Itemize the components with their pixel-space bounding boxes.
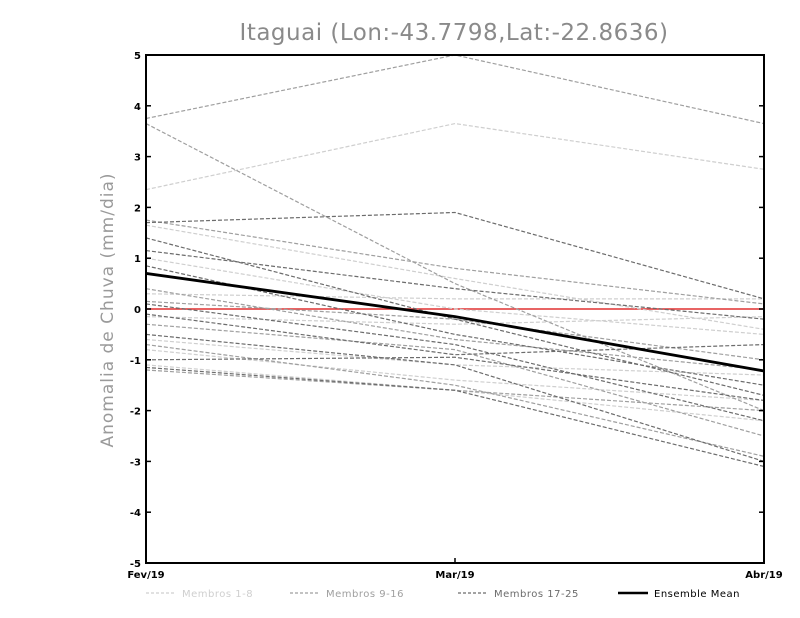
y-tick-label: 0 [134,305,141,316]
chart-title: Itaguai (Lon:-43.7798,Lat:-22.8636) [240,20,669,46]
y-axis-label: Anomalia de Chuva (mm/dia) [98,172,118,447]
member-line-17-25 [146,356,764,402]
member-line-9-16 [146,288,764,371]
legend: Membros 1-8 Membros 9-16 Membros 17-25 Ense… [146,589,740,600]
member-line-1-8 [146,257,764,335]
member-line-17-25 [146,237,764,396]
y-tick-label: 1 [134,254,141,265]
y-tick-label: 3 [134,153,141,164]
plot-area [146,55,764,468]
x-tick-label: Mar/19 [435,570,474,581]
member-line-9-16 [146,219,764,305]
member-line-17-25 [146,366,764,468]
member-line-17-25 [146,249,764,320]
member-line-9-16 [146,343,764,457]
member-line-1-8 [146,122,764,191]
y-tick-label: -4 [130,508,141,519]
legend-label: Membros 1-8 [182,589,253,600]
legend-item: Ensemble Mean [618,589,740,600]
member-line-1-8 [146,349,764,402]
y-tick-label: 2 [134,203,141,214]
y-tick-label: 4 [134,102,141,113]
legend-item: Membros 9-16 [290,589,404,600]
legend-label: Membros 9-16 [326,589,404,600]
x-axis: Fev/19 Mar/19 Abr/19 [127,558,783,581]
member-line-1-8 [146,364,764,422]
legend-item: Membros 1-8 [146,589,253,600]
member-line-9-16 [146,123,764,412]
member-line-17-25 [146,303,764,422]
y-tick-label: -2 [130,407,141,418]
legend-label: Ensemble Mean [654,589,740,600]
legend-label: Membros 17-25 [494,589,579,600]
x-tick-label: Abr/19 [745,570,782,581]
y-axis: 5 4 3 2 1 0 -1 -2 -3 -4 -5 [130,51,764,570]
y-tick-label: -5 [130,559,141,570]
member-line-17-25 [146,313,764,356]
member-line-1-8 [146,338,764,376]
member-line-1-8 [146,224,764,330]
y-tick-label: -3 [130,457,141,468]
member-line-17-25 [146,211,764,300]
x-tick-label: Fev/19 [127,570,164,581]
y-tick-label: 5 [134,51,141,62]
member-line-1-8 [146,293,764,300]
member-line-17-25 [146,333,764,462]
legend-item: Membros 17-25 [458,589,579,600]
member-line-9-16 [146,55,764,125]
member-line-1-8 [146,316,764,325]
member-line-9-16 [146,323,764,437]
y-tick-label: -1 [130,356,141,367]
ensemble-mean-line [146,272,764,373]
